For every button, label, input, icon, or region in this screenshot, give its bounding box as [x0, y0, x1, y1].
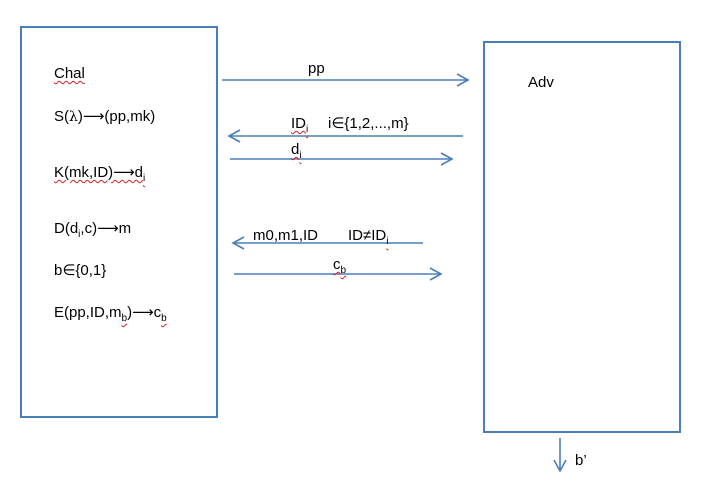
setup-algorithm: S(λ)⟶(pp,mk) — [54, 108, 156, 125]
arrow-output — [553, 438, 567, 473]
adversary-box — [483, 41, 681, 433]
keygen-algorithm: K(mk,ID)⟶di — [54, 164, 146, 184]
label-challenge-condition: ID≠IDi — [348, 227, 389, 247]
label-id-query: IDi — [291, 115, 309, 135]
label-key-reply: di — [291, 141, 302, 161]
bit-choice: b∈{0,1} — [54, 262, 107, 279]
challenger-box — [20, 26, 218, 418]
adversary-output: b’ — [575, 452, 587, 469]
arrow-ciphertext — [234, 267, 443, 281]
encrypt-algorithm: E(pp,ID,mb)⟶cb — [54, 304, 167, 324]
challenger-title: Chal — [54, 65, 85, 82]
arrow-id-query — [227, 129, 463, 143]
adversary-title: Adv — [528, 74, 554, 91]
arrow-pp — [222, 73, 470, 87]
label-ciphertext: cb — [333, 256, 347, 276]
label-challenge-query: m0,m1,ID — [253, 227, 319, 244]
arrow-key-reply — [230, 152, 454, 166]
decrypt-algorithm: D(di,c)⟶m — [54, 220, 132, 240]
label-id-range: i∈{1,2,...,m} — [328, 115, 409, 132]
label-pp: pp — [308, 60, 325, 77]
arrow-challenge-query — [231, 236, 423, 250]
